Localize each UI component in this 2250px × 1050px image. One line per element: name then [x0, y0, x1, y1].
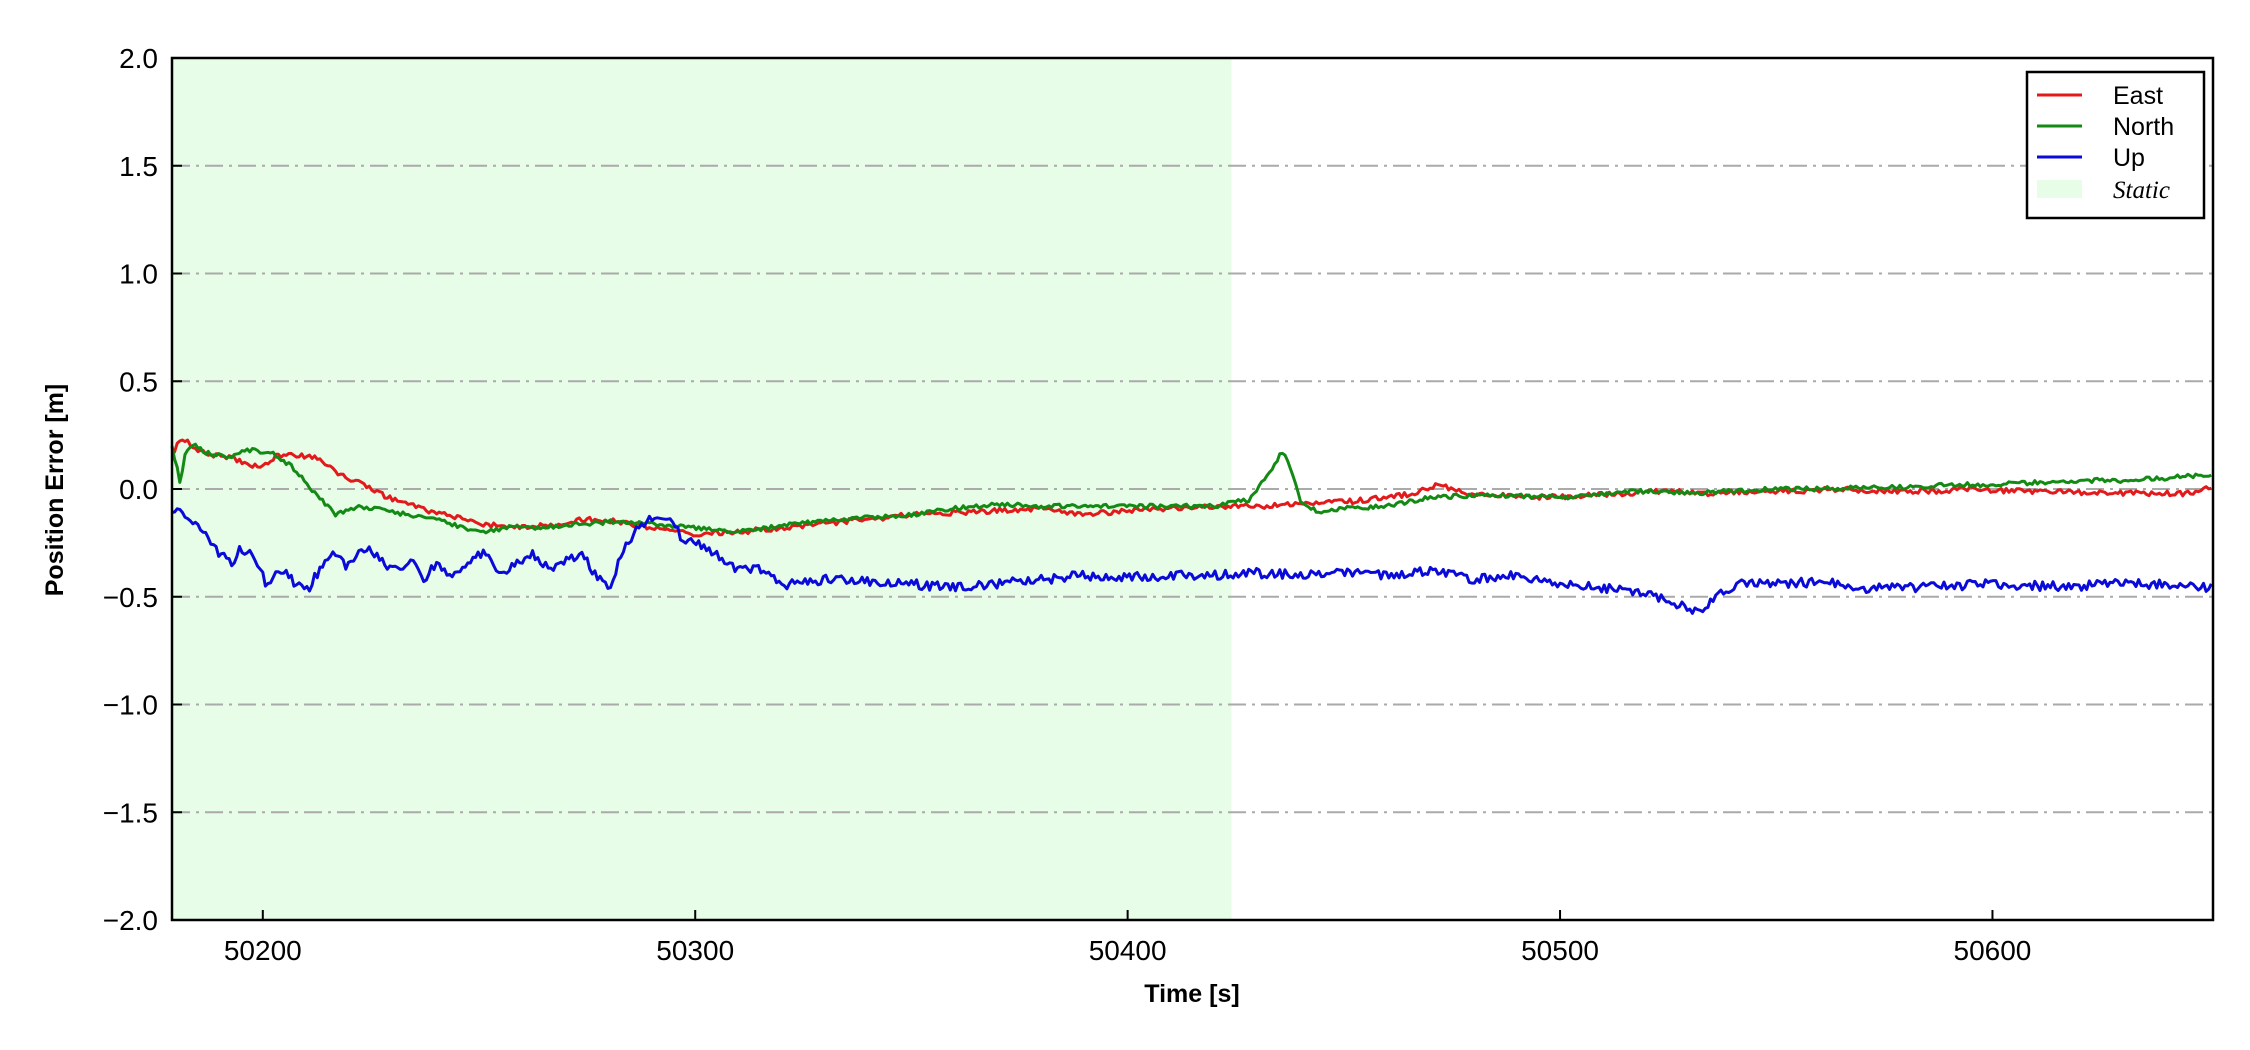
- y-tick-label: −1.5: [103, 797, 158, 828]
- y-tick-label: 2.0: [119, 43, 158, 74]
- legend-swatch-static: [2037, 180, 2082, 198]
- y-tick-label: 1.0: [119, 259, 158, 290]
- legend-label-up: Up: [2113, 144, 2145, 172]
- grid-lines: [172, 164, 2213, 814]
- legend: East North Up Static: [2025, 70, 2206, 220]
- x-tick-label: 50600: [1954, 935, 2032, 966]
- x-tick-label: 50300: [656, 935, 734, 966]
- x-tick-label: 50500: [1521, 935, 1599, 966]
- x-tick-label: 50200: [224, 935, 302, 966]
- y-tick-label: 1.5: [119, 151, 158, 182]
- x-axis: 50200 50300 50400 50500 50600: [224, 910, 2032, 966]
- series-lines: [170, 438, 2213, 615]
- x-tick-label: 50400: [1089, 935, 1167, 966]
- legend-label-north: North: [2113, 113, 2174, 141]
- y-tick-label: −2.0: [103, 905, 158, 936]
- legend-label-east: East: [2113, 82, 2163, 110]
- y-tick-label: −0.5: [103, 582, 158, 613]
- y-tick-label: −1.0: [103, 690, 158, 721]
- y-tick-label: 0.5: [119, 366, 158, 397]
- legend-label-static: Static: [2113, 177, 2170, 204]
- y-axis: −2.0 −1.5 −1.0 −0.5 0.0 0.5 1.0 1.5 2.0: [103, 43, 182, 936]
- y-tick-label: 0.0: [119, 474, 158, 505]
- series-line-north: [170, 442, 2212, 535]
- y-axis-title: Position Error [m]: [41, 384, 69, 597]
- x-axis-title: Time [s]: [1144, 980, 1239, 1008]
- series-line-up: [171, 507, 2213, 615]
